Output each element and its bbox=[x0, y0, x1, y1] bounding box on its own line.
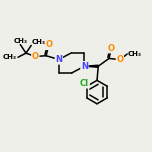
Text: CH₃: CH₃ bbox=[3, 54, 17, 60]
Polygon shape bbox=[84, 65, 98, 67]
Text: O: O bbox=[32, 52, 39, 61]
Text: Cl: Cl bbox=[80, 79, 89, 88]
Text: O: O bbox=[116, 55, 123, 64]
Text: O: O bbox=[108, 44, 115, 53]
Text: N: N bbox=[55, 55, 62, 64]
Text: CH₃: CH₃ bbox=[128, 51, 142, 57]
Text: N: N bbox=[81, 62, 88, 71]
Text: CH₃: CH₃ bbox=[13, 38, 27, 44]
Text: CH₃: CH₃ bbox=[32, 39, 46, 45]
Text: O: O bbox=[45, 40, 52, 49]
